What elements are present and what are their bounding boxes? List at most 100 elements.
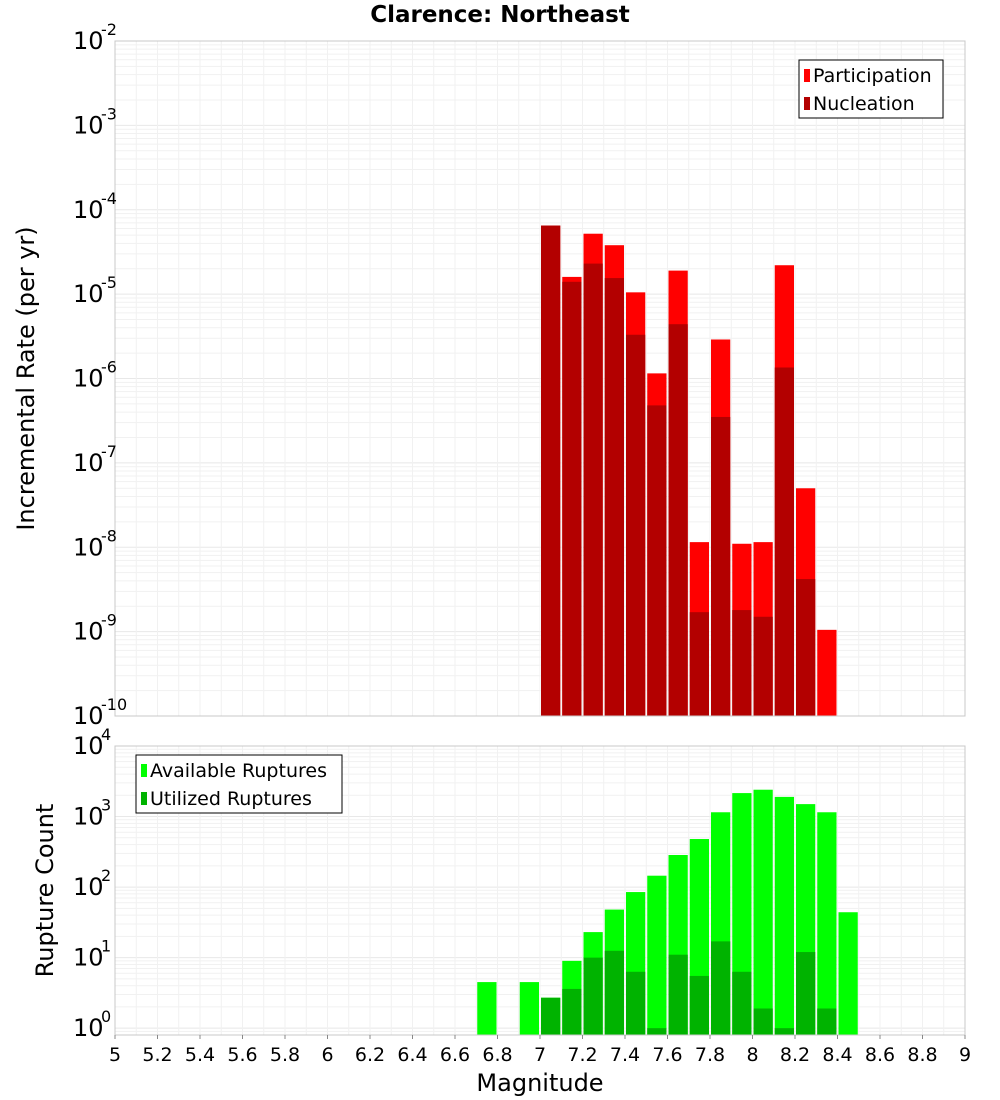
- bar: [711, 416, 731, 716]
- bar: [796, 952, 816, 1035]
- x-tick-label: 5.8: [270, 1044, 300, 1066]
- bar: [562, 988, 582, 1035]
- bar: [519, 982, 539, 1035]
- x-tick-label: 8: [746, 1044, 758, 1066]
- legend-label: Nucleation: [813, 93, 915, 115]
- bar: [711, 941, 731, 1035]
- y-tick-label: 10: [73, 533, 104, 561]
- y-tick-label: 10: [73, 803, 104, 831]
- x-tick-label: 5: [109, 1044, 121, 1066]
- x-tick-label: 6.6: [440, 1044, 470, 1066]
- bar: [689, 975, 709, 1035]
- bar: [817, 629, 837, 716]
- bar: [647, 1028, 667, 1035]
- bar: [541, 997, 561, 1035]
- chart-title: Clarence: Northeast: [370, 2, 630, 28]
- y-tick-label: 10: [73, 27, 104, 55]
- bar: [477, 982, 497, 1035]
- legend-label: Utilized Ruptures: [150, 788, 312, 810]
- bar: [838, 912, 858, 1035]
- y-tick-label: 10: [73, 111, 104, 139]
- y-axis-label: Incremental Rate (per yr): [12, 226, 40, 530]
- bar: [668, 324, 688, 716]
- y-tick-exponent: -2: [101, 20, 117, 39]
- plot-frame: [114, 40, 966, 717]
- legend-label: Participation: [813, 65, 932, 87]
- y-tick-exponent: -6: [101, 358, 117, 377]
- bar: [541, 225, 561, 716]
- y-tick-label: 10: [73, 702, 104, 730]
- bar: [647, 875, 667, 1035]
- y-tick-label: 10: [73, 280, 104, 308]
- x-tick-label: 8.8: [907, 1044, 937, 1066]
- bar: [774, 1028, 794, 1035]
- bar: [817, 1008, 837, 1035]
- y-tick-label: 10: [73, 365, 104, 393]
- bar: [796, 579, 816, 716]
- bar: [626, 334, 646, 716]
- y-tick-exponent: 2: [101, 866, 111, 885]
- x-tick-label: 7.8: [695, 1044, 725, 1066]
- bar: [604, 278, 624, 716]
- legend-swatch: [141, 792, 147, 805]
- bar: [604, 950, 624, 1035]
- y-tick-label: 10: [73, 196, 104, 224]
- legend-box: [798, 59, 944, 119]
- rate-panel: 10-1010-910-810-710-610-510-410-310-2Inc…: [12, 20, 966, 730]
- x-tick-label: 6: [321, 1044, 333, 1066]
- bar: [774, 367, 794, 716]
- legend-box: [135, 754, 343, 814]
- y-tick-exponent: -9: [101, 611, 117, 630]
- legend: Available Ruptures Utilized Ruptures: [135, 754, 343, 814]
- x-tick-label: 6.8: [482, 1044, 512, 1066]
- series-utilized-ruptures: [541, 941, 837, 1035]
- bar: [774, 796, 794, 1035]
- legend-swatch: [804, 97, 810, 110]
- x-tick-label: 5.4: [185, 1044, 215, 1066]
- bar: [562, 281, 582, 716]
- y-tick-label: 10: [73, 1014, 104, 1042]
- legend: Participation Nucleation: [798, 59, 944, 119]
- y-tick-exponent: 0: [101, 1007, 111, 1026]
- legend-swatch: [804, 69, 810, 82]
- legend-label: Available Ruptures: [150, 760, 327, 782]
- x-tick-label: 5.6: [227, 1044, 257, 1066]
- y-tick-exponent: -10: [101, 695, 127, 714]
- x-tick-label: 7: [534, 1044, 546, 1066]
- y-tick-label: 10: [73, 449, 104, 477]
- x-tick-label: 7.6: [652, 1044, 682, 1066]
- y-tick-exponent: -7: [101, 442, 117, 461]
- y-tick-exponent: -8: [101, 526, 117, 545]
- x-tick-label: 5.2: [142, 1044, 172, 1066]
- y-tick-exponent: 3: [101, 796, 111, 815]
- bar: [689, 612, 709, 716]
- legend-swatch: [141, 764, 147, 777]
- x-tick-label: 9: [959, 1044, 971, 1066]
- bar: [732, 971, 752, 1035]
- y-tick-exponent: 1: [101, 937, 111, 956]
- y-tick-exponent: -4: [101, 189, 117, 208]
- y-tick-label: 10: [73, 732, 104, 760]
- bar: [753, 1008, 773, 1035]
- bar: [732, 610, 752, 716]
- y-tick-exponent: 4: [101, 725, 111, 744]
- x-tick-label: 8.4: [822, 1044, 852, 1066]
- bar: [668, 954, 688, 1035]
- bar: [583, 957, 603, 1035]
- x-tick-label: 7.4: [610, 1044, 640, 1066]
- bar: [817, 812, 837, 1035]
- y-tick-label: 10: [73, 873, 104, 901]
- y-tick-exponent: -5: [101, 273, 117, 292]
- y-tick-exponent: -3: [101, 104, 117, 123]
- y-tick-label: 10: [73, 944, 104, 972]
- bar: [753, 616, 773, 716]
- bar: [583, 263, 603, 716]
- x-tick-label: 8.6: [865, 1044, 895, 1066]
- bar: [626, 971, 646, 1035]
- chart-layer: 10-1010-910-810-710-610-510-410-310-2Inc…: [12, 20, 971, 1097]
- y-tick-label: 10: [73, 618, 104, 646]
- y-axis-label: Rupture Count: [31, 804, 59, 978]
- bar: [753, 789, 773, 1035]
